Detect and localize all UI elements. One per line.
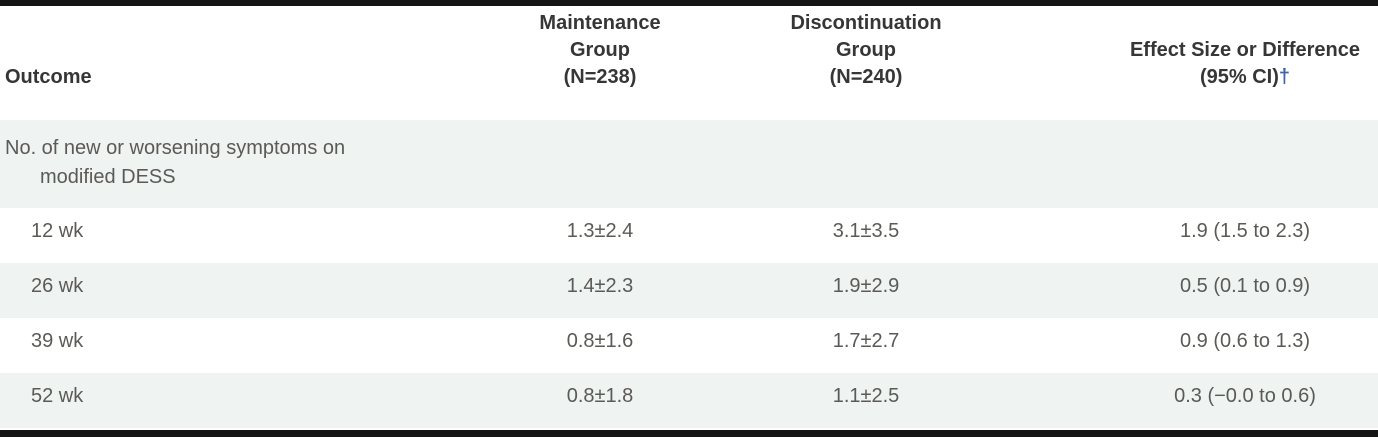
column-header-maintenance-group: Maintenance Group (N=238) xyxy=(539,12,661,88)
column-header-outcome: Outcome xyxy=(5,66,92,88)
discontinuation-value: 1.9±2.9 xyxy=(832,275,900,297)
discontinuation-value: 1.1±2.5 xyxy=(832,385,900,407)
maintenance-value: 1.3±2.4 xyxy=(566,220,634,242)
effect-size-value: 0.3 (−0.0 to 0.6) xyxy=(1174,385,1316,407)
column-header-effect-size: Effect Size or Difference (95% CI)† xyxy=(1002,37,1378,120)
effect-size-value: 0.9 (0.6 to 1.3) xyxy=(1179,330,1311,352)
table-top-rule xyxy=(0,0,1378,6)
maintenance-value: 0.8±1.6 xyxy=(566,330,634,352)
column-header-effect-size-label: Effect Size or Difference (95% CI) xyxy=(1129,39,1361,88)
section-label-line2: modified DESS xyxy=(40,166,176,188)
maintenance-value: 0.8±1.8 xyxy=(566,385,634,407)
table-bottom-rule xyxy=(0,430,1378,437)
table-row: 52 wk 0.8±1.8 1.1±2.5 0.3 (−0.0 to 0.6) xyxy=(0,373,1378,428)
row-label: 26 wk xyxy=(31,275,84,297)
maintenance-value: 1.4±2.3 xyxy=(566,275,634,297)
effect-size-value: 0.5 (0.1 to 0.9) xyxy=(1179,275,1311,297)
dagger-footnote-mark: † xyxy=(1278,66,1291,88)
effect-size-value: 1.9 (1.5 to 2.3) xyxy=(1179,220,1311,242)
column-header-discontinuation-group: Discontinuation Group (N=240) xyxy=(790,12,942,88)
section-label-line1: No. of new or worsening symptoms on xyxy=(5,137,346,159)
table-row: 26 wk 1.4±2.3 1.9±2.9 0.5 (0.1 to 0.9) xyxy=(0,263,1378,318)
table-row: 39 wk 0.8±1.6 1.7±2.7 0.9 (0.6 to 1.3) xyxy=(0,318,1378,373)
table-header-row: Outcome Maintenance Group (N=238) Discon… xyxy=(0,6,1378,120)
row-label: 12 wk xyxy=(31,220,84,242)
row-label: 39 wk xyxy=(31,330,84,352)
discontinuation-value: 3.1±3.5 xyxy=(832,220,900,242)
row-label: 52 wk xyxy=(31,385,84,407)
discontinuation-value: 1.7±2.7 xyxy=(832,330,900,352)
table-row: 12 wk 1.3±2.4 3.1±3.5 1.9 (1.5 to 2.3) xyxy=(0,208,1378,263)
section-row-dess-symptoms: No. of new or worsening symptoms on modi… xyxy=(0,120,1378,208)
